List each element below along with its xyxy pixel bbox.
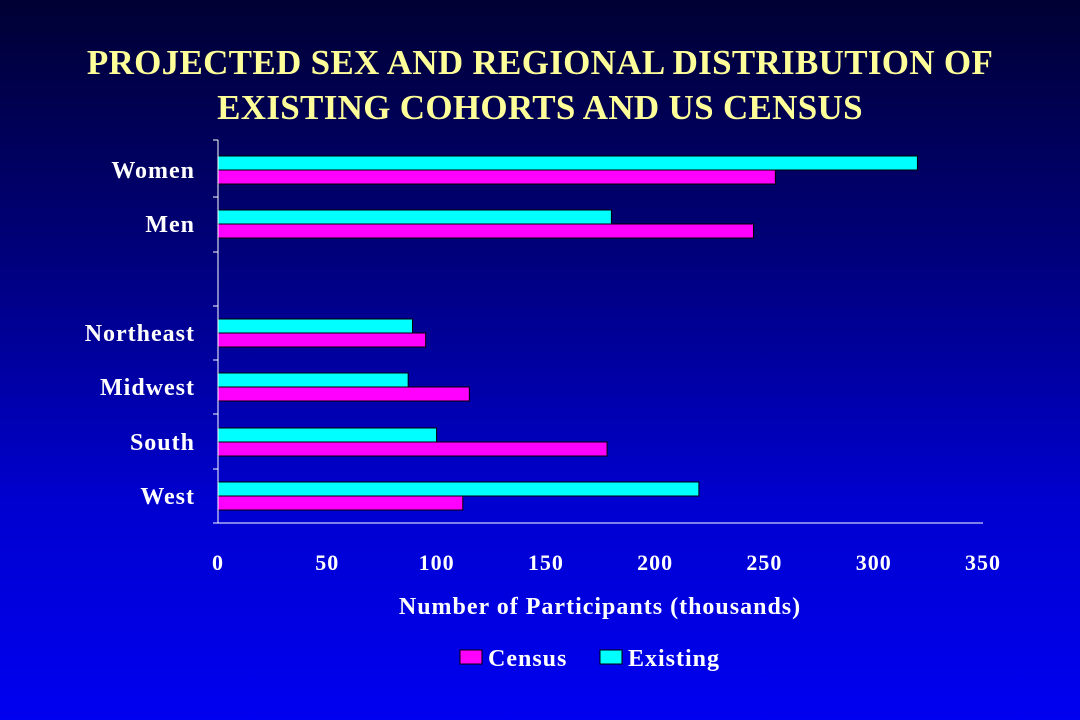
bar-census-men (217, 223, 754, 239)
x-tick-label-350: 350 (965, 550, 1001, 575)
title-line-1: PROJECTED SEX AND REGIONAL DISTRIBUTION … (86, 43, 994, 82)
legend-label-existing: Existing (628, 646, 720, 672)
x-tick-label-50: 50 (315, 550, 339, 575)
bar-existing-men (217, 209, 612, 225)
category-label-women: Women (111, 158, 195, 184)
legend-label-census: Census (488, 646, 567, 672)
bar-census-south (217, 441, 608, 457)
category-label-midwest: Midwest (100, 375, 195, 401)
x-tick-label-100: 100 (419, 550, 455, 575)
bar-census-west (217, 495, 464, 511)
legend-swatch-existing (599, 649, 623, 665)
x-tick-label-150: 150 (528, 550, 564, 575)
category-label-northeast: Northeast (85, 321, 195, 347)
category-label-south: South (130, 430, 195, 456)
bar-census-midwest (217, 386, 470, 402)
bar-census-northeast (217, 332, 427, 348)
bar-existing-women (217, 155, 918, 171)
x-tick-label-250: 250 (746, 550, 782, 575)
category-label-west: West (140, 484, 195, 510)
slide-title: PROJECTED SEX AND REGIONAL DISTRIBUTION … (0, 40, 1080, 130)
x-tick-label-0: 0 (212, 550, 224, 575)
category-label-men: Men (145, 212, 195, 238)
bar-existing-northeast (217, 318, 414, 334)
legend-swatch-census (459, 649, 483, 665)
x-tick-label-200: 200 (637, 550, 673, 575)
bar-existing-south (217, 427, 438, 443)
bar-census-women (217, 169, 776, 185)
x-axis-title: Number of Participants (thousands) (399, 594, 801, 620)
bar-existing-midwest (217, 372, 409, 388)
bar-existing-west (217, 481, 700, 497)
x-tick-label-300: 300 (856, 550, 892, 575)
title-line-2: EXISTING COHORTS AND US CENSUS (217, 88, 863, 127)
